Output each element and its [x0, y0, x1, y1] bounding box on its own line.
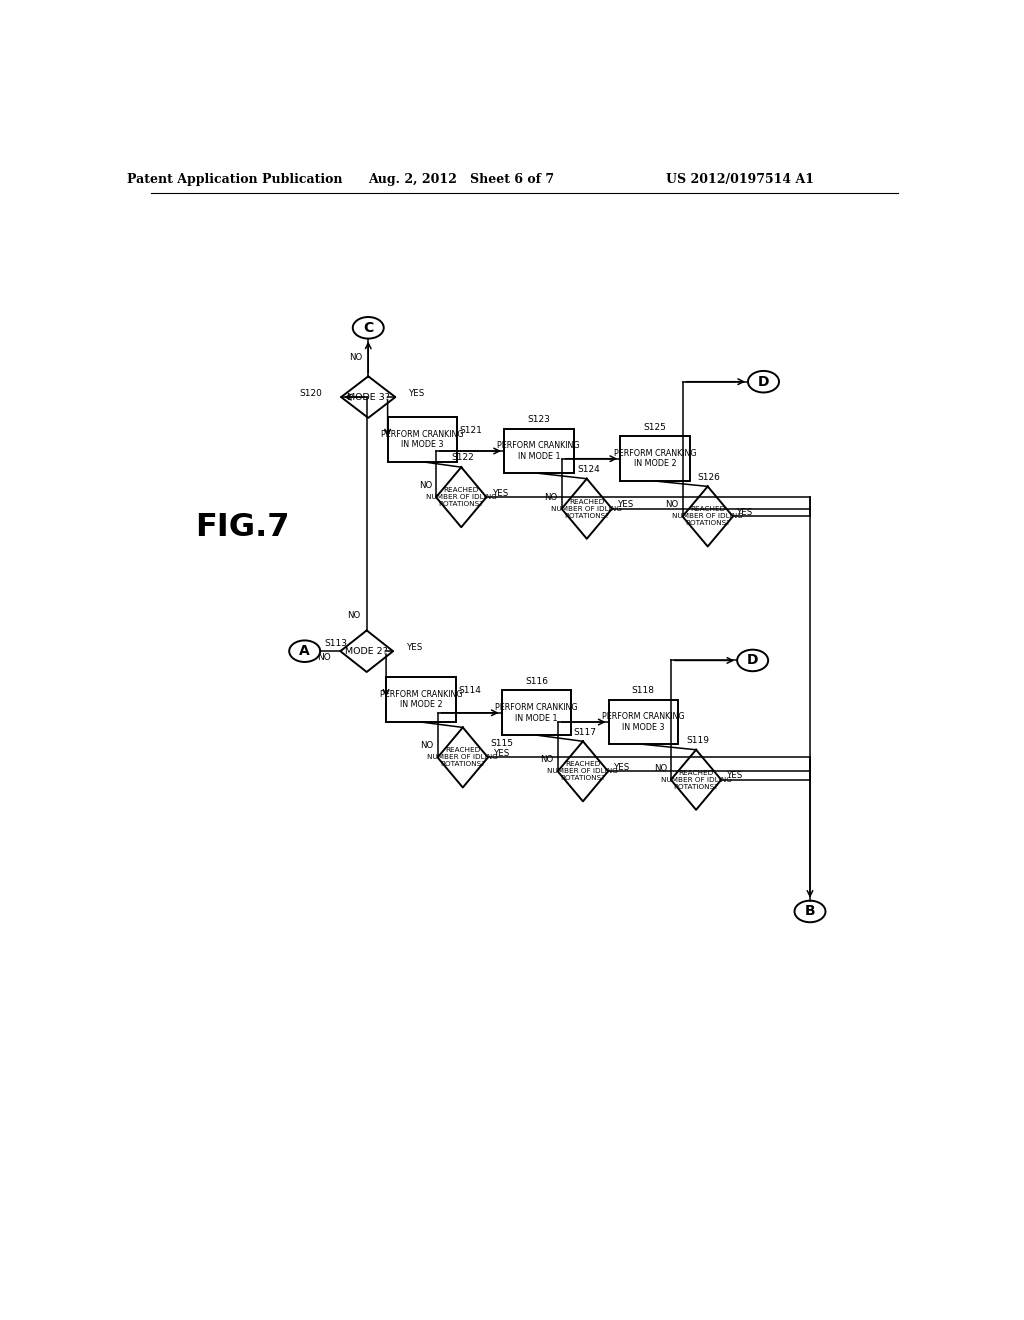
Text: REACHED
NUMBER OF IDLING
ROTATIONS?: REACHED NUMBER OF IDLING ROTATIONS? [673, 507, 743, 527]
Bar [386, 677, 456, 722]
Text: YES: YES [618, 500, 635, 510]
Text: REACHED
NUMBER OF IDLING
ROTATIONS?: REACHED NUMBER OF IDLING ROTATIONS? [548, 762, 618, 781]
Text: S118: S118 [632, 686, 655, 694]
Text: C: C [364, 321, 374, 335]
Text: B: B [805, 904, 815, 919]
Text: NO: NO [419, 482, 432, 490]
Text: PERFORM CRANKING
IN MODE 3: PERFORM CRANKING IN MODE 3 [381, 430, 464, 449]
Text: S117: S117 [573, 727, 596, 737]
Text: PERFORM CRANKING
IN MODE 1: PERFORM CRANKING IN MODE 1 [498, 441, 580, 461]
Text: PERFORM CRANKING
IN MODE 2: PERFORM CRANKING IN MODE 2 [613, 449, 696, 469]
Text: FIG.7: FIG.7 [196, 512, 290, 544]
Bar [388, 417, 458, 462]
Text: REACHED
NUMBER OF IDLING
ROTATIONS?: REACHED NUMBER OF IDLING ROTATIONS? [660, 770, 731, 789]
Text: MODE 3?: MODE 3? [347, 392, 390, 401]
Bar [621, 437, 690, 480]
Text: YES: YES [736, 508, 753, 517]
Text: D: D [746, 653, 759, 668]
Text: S119: S119 [686, 737, 710, 744]
Bar [608, 700, 678, 744]
Text: S124: S124 [577, 465, 600, 474]
Text: YES: YES [495, 750, 510, 758]
Text: REACHED
NUMBER OF IDLING
ROTATIONS?: REACHED NUMBER OF IDLING ROTATIONS? [551, 499, 623, 519]
Text: S114: S114 [458, 686, 481, 694]
Text: S113: S113 [325, 639, 347, 648]
Text: S125: S125 [643, 422, 667, 432]
Text: YES: YES [410, 389, 426, 397]
Text: NO: NO [349, 352, 362, 362]
Text: NO: NO [347, 611, 360, 619]
Text: NO: NO [545, 492, 558, 502]
Text: YES: YES [614, 763, 631, 772]
Text: S126: S126 [697, 473, 721, 482]
Text: NO: NO [653, 764, 667, 772]
Text: PERFORM CRANKING
IN MODE 2: PERFORM CRANKING IN MODE 2 [380, 690, 462, 709]
Text: PERFORM CRANKING
IN MODE 3: PERFORM CRANKING IN MODE 3 [602, 713, 685, 731]
Text: NO: NO [317, 653, 331, 661]
Text: YES: YES [407, 643, 423, 652]
Text: S121: S121 [460, 426, 482, 434]
Text: S120: S120 [299, 389, 322, 397]
Text: S123: S123 [527, 414, 550, 424]
Text: REACHED
NUMBER OF IDLING
ROTATIONS?: REACHED NUMBER OF IDLING ROTATIONS? [426, 487, 497, 507]
Text: S122: S122 [452, 454, 474, 462]
Text: NO: NO [666, 500, 679, 510]
Text: MODE 2?: MODE 2? [345, 647, 388, 656]
Text: YES: YES [493, 488, 509, 498]
Text: S116: S116 [525, 677, 548, 685]
Bar [502, 690, 571, 735]
Text: NO: NO [421, 742, 434, 750]
Text: A: A [299, 644, 310, 659]
Text: REACHED
NUMBER OF IDLING
ROTATIONS?: REACHED NUMBER OF IDLING ROTATIONS? [427, 747, 499, 767]
Bar [504, 429, 573, 474]
Text: US 2012/0197514 A1: US 2012/0197514 A1 [667, 173, 814, 186]
Text: Patent Application Publication: Patent Application Publication [127, 173, 343, 186]
Text: Aug. 2, 2012   Sheet 6 of 7: Aug. 2, 2012 Sheet 6 of 7 [369, 173, 554, 186]
Text: NO: NO [541, 755, 554, 764]
Text: S115: S115 [490, 739, 513, 748]
Text: D: D [758, 375, 769, 388]
Text: YES: YES [727, 771, 743, 780]
Text: PERFORM CRANKING
IN MODE 1: PERFORM CRANKING IN MODE 1 [496, 704, 578, 722]
